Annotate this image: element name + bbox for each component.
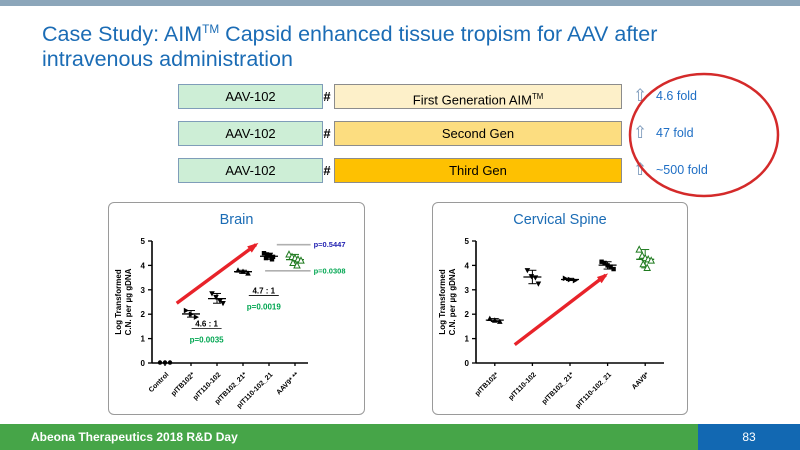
svg-text:AAV9* **: AAV9* ** — [275, 371, 300, 396]
svg-text:2: 2 — [141, 310, 146, 319]
svg-text:5: 5 — [464, 237, 469, 246]
svg-text:pIT110-102: pIT110-102 — [507, 371, 537, 401]
svg-text:4.6 : 1: 4.6 : 1 — [195, 319, 218, 328]
svg-text:p=0.0035: p=0.0035 — [190, 335, 225, 344]
hash-separator: # — [323, 163, 331, 178]
slide-title-text-rest: Capsid enhanced tissue tropism for AAV a… — [42, 22, 658, 72]
tm-superscript: TM — [202, 21, 220, 36]
svg-text:1: 1 — [141, 335, 146, 344]
svg-text:Log Transformed: Log Transformed — [438, 269, 447, 334]
svg-text:4.7 : 1: 4.7 : 1 — [252, 286, 275, 295]
capsid-generation-row: AAV-102 # Second Gen ⇧ 47 fold — [0, 121, 800, 146]
svg-text:4: 4 — [141, 261, 146, 270]
up-arrow-icon: ⇧ — [633, 123, 648, 143]
svg-text:C.N. per µg gDNA: C.N. per µg gDNA — [124, 268, 133, 335]
svg-text:0: 0 — [464, 359, 469, 368]
svg-text:pITB102*: pITB102* — [474, 371, 500, 397]
hash-separator: # — [323, 89, 331, 104]
svg-text:5: 5 — [141, 237, 146, 246]
svg-text:2: 2 — [464, 310, 469, 319]
fold-increase-label: ~500 fold — [656, 163, 708, 177]
svg-text:3: 3 — [141, 286, 146, 295]
top-accent-bar — [0, 0, 800, 6]
svg-text:Log Transformed: Log Transformed — [114, 269, 123, 334]
cervical-spine-scatter-plot: 0 1 2 3 4 5 pITB102* pIT110-102 pITB102_21* pIT11… — [438, 237, 664, 410]
cervical-spine-chart-panel: Cervical Spine 0 1 2 3 4 5 pITB102* pIT110-102 p… — [432, 202, 688, 415]
aav-102-box: AAV-102 — [178, 121, 323, 146]
svg-text:p=0.5447: p=0.5447 — [314, 240, 346, 249]
generation-box: Second Gen — [334, 121, 622, 146]
capsid-generations-diagram: AAV-102 # First Generation AIMTM ⇧ 4.6 fold A… — [0, 0, 800, 200]
generation-box: First Generation AIMTM — [334, 84, 622, 109]
svg-text:AAV9*: AAV9* — [630, 371, 650, 391]
svg-text:p=0.0019: p=0.0019 — [247, 302, 282, 311]
cervical-spine-chart-title: Cervical Spine — [513, 212, 607, 228]
svg-text:pIT110-102_21: pIT110-102_21 — [574, 371, 613, 410]
up-arrow-icon: ⇧ — [633, 160, 648, 180]
svg-text:p=0.0308: p=0.0308 — [314, 266, 346, 275]
svg-text:4: 4 — [464, 261, 469, 270]
hash-separator: # — [323, 126, 331, 141]
svg-text:pITB102*: pITB102* — [170, 371, 196, 397]
footer-label: Abeona Therapeutics 2018 R&D Day — [0, 424, 698, 450]
up-arrow-icon: ⇧ — [633, 86, 648, 106]
svg-text:1: 1 — [464, 335, 469, 344]
aav-102-box: AAV-102 — [178, 84, 323, 109]
footer-bar: Abeona Therapeutics 2018 R&D Day 83 — [0, 424, 800, 450]
svg-text:pITB102_21*: pITB102_21* — [541, 371, 576, 406]
svg-text:3: 3 — [464, 286, 469, 295]
slide-title-text: Case Study: AIM — [42, 22, 203, 46]
svg-text:Control: Control — [148, 371, 171, 394]
page-number: 83 — [698, 424, 800, 450]
fold-increase-label: 47 fold — [656, 126, 694, 140]
capsid-generation-row: AAV-102 # First Generation AIMTM ⇧ 4.6 fold — [0, 84, 800, 109]
generation-box: Third Gen — [334, 158, 622, 183]
brain-chart-panel: Brain 0 1 2 3 4 5 Control pITB102* pIT110-102 pIT… — [108, 202, 365, 415]
slide-title: Case Study: AIMTM Capsid enhanced tissue… — [42, 22, 737, 73]
aav-102-box: AAV-102 — [178, 158, 323, 183]
svg-text:0: 0 — [141, 359, 146, 368]
brain-chart-title: Brain — [219, 212, 254, 228]
fold-increase-label: 4.6 fold — [656, 89, 698, 103]
svg-text:C.N. per µg gDNA: C.N. per µg gDNA — [448, 268, 457, 335]
capsid-generation-row: AAV-102 # Third Gen ⇧ ~500 fold — [0, 158, 800, 183]
